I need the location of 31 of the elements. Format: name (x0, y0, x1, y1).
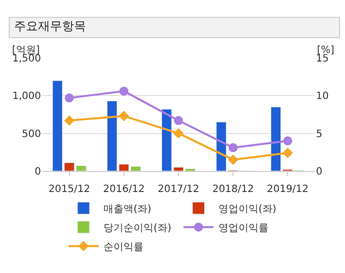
y-tick-label: 1,000 (12, 91, 41, 102)
point (64, 115, 74, 126)
y2-tick-label: 10 (316, 91, 329, 102)
point (118, 110, 130, 122)
x-tick-label: 2019/12 (266, 184, 308, 195)
x-tick-label: 2015/12 (48, 184, 90, 195)
legend-label: 영업이익률 (218, 223, 268, 234)
y2-axis-title: [%] (317, 45, 334, 56)
y2-tick-label: 5 (316, 128, 322, 140)
x-tick-label: 2016/12 (103, 184, 145, 195)
y2-tick-label: 0 (316, 166, 322, 178)
y-tick-label: 500 (22, 128, 41, 140)
legend-label: 영업이익(좌) (218, 204, 276, 215)
point (174, 116, 183, 126)
chart-title: 주요재무항목 (14, 19, 86, 34)
x-tick-label: 2017/12 (158, 184, 200, 195)
legend-label: 매출액(좌) (104, 204, 152, 215)
y2-tick-label: 15 (316, 54, 329, 64)
x-tick-label: 2018/12 (212, 184, 254, 195)
point (119, 86, 128, 96)
y-tick-label: 1,500 (12, 54, 41, 64)
y-tick-label: 0 (34, 166, 41, 178)
legend-label: 당기순이익(좌) (104, 223, 172, 234)
point (283, 136, 292, 146)
point (64, 93, 74, 102)
point (173, 128, 184, 139)
legend-label: 순이익률 (104, 242, 144, 253)
point (228, 143, 238, 152)
point (228, 154, 238, 165)
point (282, 148, 293, 158)
y-axis-title: [억원] (12, 45, 40, 56)
